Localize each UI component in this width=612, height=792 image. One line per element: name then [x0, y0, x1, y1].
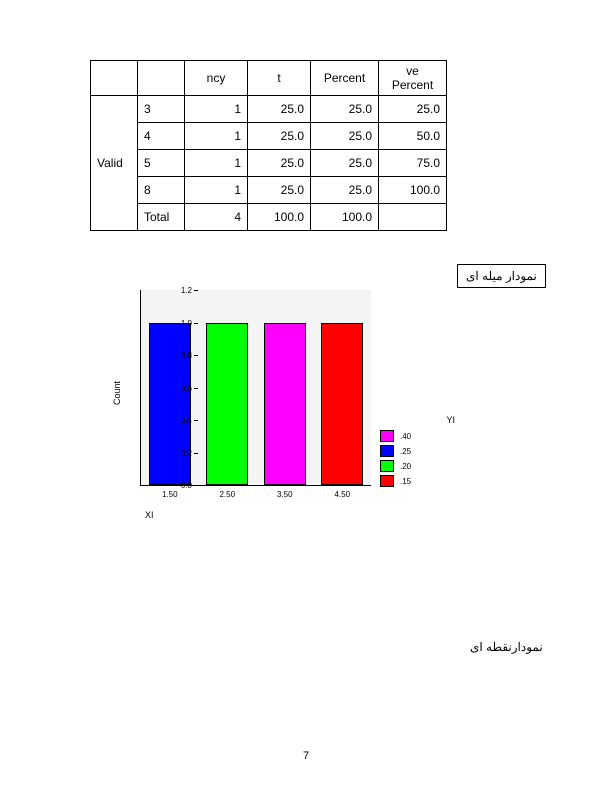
legend-swatch [380, 475, 394, 487]
bar [149, 323, 191, 486]
legend-swatch [380, 445, 394, 457]
scatter-caption: نمودارنقطه ای [470, 640, 543, 654]
cell-total-vpct: 100.0 [311, 204, 379, 231]
page-number: 7 [0, 750, 612, 762]
col-t: t [248, 61, 311, 96]
valid-label: Valid [91, 96, 138, 231]
legend-label: .40 [400, 432, 411, 441]
col-percent: Percent [311, 61, 379, 96]
table-row: Valid3125.025.025.0 [91, 96, 447, 123]
cell-cpct: 100.0 [379, 177, 447, 204]
cell-freq: 1 [185, 177, 248, 204]
legend-item: .25 [380, 445, 411, 457]
x-tick: 3.50 [277, 490, 293, 499]
cell-category: 5 [138, 150, 185, 177]
cell-category: 3 [138, 96, 185, 123]
cell-vpct: 25.0 [311, 96, 379, 123]
y-tick: 1.2 [152, 286, 192, 295]
y-tick: 0.0 [152, 481, 192, 490]
legend-swatch [380, 460, 394, 472]
cell-pct: 25.0 [248, 96, 311, 123]
col-ncy: ncy [185, 61, 248, 96]
table-row: 4125.025.050.0 [91, 123, 447, 150]
cell-cpct: 75.0 [379, 150, 447, 177]
cell-freq: 1 [185, 123, 248, 150]
cell-cpct: 50.0 [379, 123, 447, 150]
legend: .40 .25 .20 .15 [380, 430, 411, 490]
cell-pct: 25.0 [248, 150, 311, 177]
table-header-row: ncy t Percent vePercent [91, 61, 447, 96]
col-cum-percent: vePercent [379, 61, 447, 96]
x-tick: 1.50 [162, 490, 178, 499]
legend-label: .25 [400, 447, 411, 456]
legend-label: .15 [400, 477, 411, 486]
legend-title: YI [446, 415, 455, 425]
table-row: 5125.025.075.0 [91, 150, 447, 177]
frequency-table: ncy t Percent vePercent Valid3125.025.02… [90, 60, 447, 231]
cell-category: 4 [138, 123, 185, 150]
y-axis-label: Count [112, 381, 122, 405]
cell-pct: 25.0 [248, 123, 311, 150]
y-tick: 0.6 [152, 384, 192, 393]
cell-vpct: 25.0 [311, 177, 379, 204]
table-row: 8125.025.0100.0 [91, 177, 447, 204]
legend-swatch [380, 430, 394, 442]
bar [264, 323, 306, 486]
x-tick: 2.50 [219, 490, 235, 499]
cell-cpct: 25.0 [379, 96, 447, 123]
cell-total-label: Total [138, 204, 185, 231]
legend-item: .15 [380, 475, 411, 487]
legend-item: .20 [380, 460, 411, 472]
table-row-total: Total4100.0100.0 [91, 204, 447, 231]
y-tick: 0.8 [152, 351, 192, 360]
bar [206, 323, 248, 486]
y-tick: 0.4 [152, 416, 192, 425]
bar-chart-caption: نمودار میله ای [457, 264, 546, 288]
cell-total-pct: 100.0 [248, 204, 311, 231]
bar-chart: 1.50 2.50 3.50 4.50 0.0 0.2 0.4 0.6 0.8 1.0 1.2 C… [95, 280, 425, 540]
cell-category: 8 [138, 177, 185, 204]
y-tick: 1.0 [152, 319, 192, 328]
legend-label: .20 [400, 462, 411, 471]
cell-vpct: 25.0 [311, 150, 379, 177]
x-axis-label: XI [145, 510, 154, 520]
bar [321, 323, 363, 486]
cell-freq: 1 [185, 96, 248, 123]
cell-freq: 1 [185, 150, 248, 177]
cell-total-cpct [379, 204, 447, 231]
x-tick: 4.50 [334, 490, 350, 499]
y-tick: 0.2 [152, 449, 192, 458]
cell-pct: 25.0 [248, 177, 311, 204]
cell-vpct: 25.0 [311, 123, 379, 150]
cell-total-freq: 4 [185, 204, 248, 231]
legend-item: .40 [380, 430, 411, 442]
